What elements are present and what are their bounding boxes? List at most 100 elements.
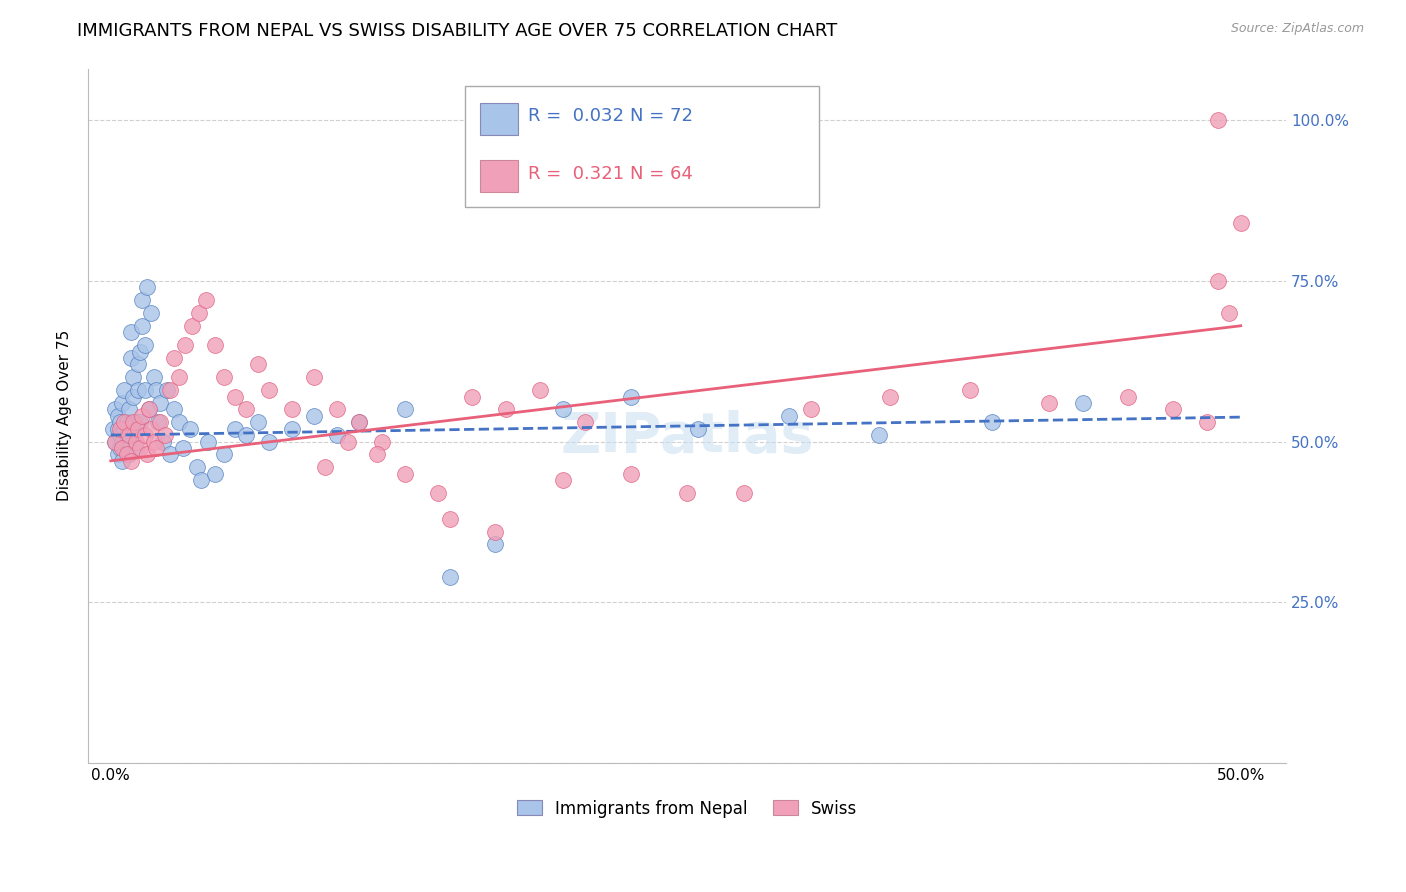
Point bbox=[112, 441, 135, 455]
Point bbox=[439, 512, 461, 526]
Point bbox=[778, 409, 800, 423]
Point bbox=[138, 402, 160, 417]
Point bbox=[107, 409, 129, 423]
Point bbox=[1229, 216, 1251, 230]
Point bbox=[104, 402, 127, 417]
Point bbox=[868, 428, 890, 442]
Point bbox=[127, 357, 149, 371]
Point bbox=[235, 402, 257, 417]
Point bbox=[159, 383, 181, 397]
Point bbox=[1161, 402, 1184, 417]
Point bbox=[235, 428, 257, 442]
Point bbox=[529, 383, 551, 397]
Point bbox=[131, 318, 153, 333]
Point bbox=[149, 415, 172, 429]
Point bbox=[163, 402, 186, 417]
Point bbox=[141, 422, 163, 436]
FancyBboxPatch shape bbox=[465, 86, 818, 208]
Point bbox=[204, 338, 226, 352]
Point bbox=[149, 396, 172, 410]
Point bbox=[212, 370, 235, 384]
Point bbox=[1218, 306, 1240, 320]
Point bbox=[135, 280, 157, 294]
Point bbox=[122, 370, 145, 384]
Y-axis label: Disability Age Over 75: Disability Age Over 75 bbox=[58, 330, 72, 501]
Point bbox=[115, 415, 138, 429]
Point bbox=[167, 415, 190, 429]
Point bbox=[156, 383, 179, 397]
Point bbox=[115, 428, 138, 442]
Point bbox=[194, 293, 217, 307]
Point bbox=[484, 537, 506, 551]
Point bbox=[122, 390, 145, 404]
Point bbox=[224, 422, 246, 436]
Point bbox=[1206, 112, 1229, 127]
Point bbox=[145, 441, 167, 455]
Point bbox=[257, 383, 280, 397]
Point bbox=[1206, 274, 1229, 288]
Point bbox=[115, 447, 138, 461]
Point bbox=[135, 447, 157, 461]
Point bbox=[152, 434, 174, 449]
Point bbox=[688, 422, 710, 436]
Text: R =  0.032: R = 0.032 bbox=[527, 107, 624, 126]
Point bbox=[187, 306, 209, 320]
FancyBboxPatch shape bbox=[479, 103, 519, 136]
Point bbox=[145, 383, 167, 397]
Point bbox=[197, 434, 219, 449]
Point bbox=[129, 344, 152, 359]
Point bbox=[551, 402, 574, 417]
Point bbox=[163, 351, 186, 365]
Point bbox=[246, 357, 269, 371]
Point bbox=[108, 441, 131, 455]
Point bbox=[879, 390, 901, 404]
Point bbox=[800, 402, 823, 417]
Point bbox=[326, 428, 349, 442]
Point bbox=[120, 454, 142, 468]
Point bbox=[108, 422, 131, 436]
Point bbox=[302, 370, 325, 384]
Point bbox=[326, 402, 349, 417]
Point bbox=[131, 409, 153, 423]
Point bbox=[1116, 390, 1139, 404]
Point bbox=[959, 383, 981, 397]
Point bbox=[394, 402, 416, 417]
Text: R =  0.321: R = 0.321 bbox=[527, 165, 624, 183]
Point bbox=[111, 441, 134, 455]
Point bbox=[167, 370, 190, 384]
Point bbox=[108, 415, 131, 429]
Point bbox=[104, 434, 127, 449]
Point bbox=[302, 409, 325, 423]
Point bbox=[108, 428, 131, 442]
Point bbox=[246, 415, 269, 429]
Point bbox=[159, 447, 181, 461]
Point bbox=[181, 318, 204, 333]
Point bbox=[111, 396, 134, 410]
Point bbox=[134, 383, 156, 397]
Point bbox=[111, 454, 134, 468]
Point bbox=[129, 415, 152, 429]
Text: N = 72: N = 72 bbox=[630, 107, 693, 126]
Point bbox=[127, 422, 149, 436]
Point bbox=[172, 441, 194, 455]
Point bbox=[120, 325, 142, 339]
Point bbox=[138, 402, 160, 417]
Point bbox=[153, 428, 176, 442]
Point bbox=[619, 390, 641, 404]
Point bbox=[981, 415, 1004, 429]
Text: N = 64: N = 64 bbox=[630, 165, 692, 183]
Point bbox=[427, 486, 450, 500]
Point bbox=[733, 486, 755, 500]
Point bbox=[551, 473, 574, 487]
Point bbox=[118, 402, 141, 417]
Point bbox=[574, 415, 596, 429]
Point bbox=[120, 351, 142, 365]
Point bbox=[118, 428, 141, 442]
Point bbox=[142, 434, 165, 449]
Point bbox=[676, 486, 699, 500]
Point bbox=[212, 447, 235, 461]
Point bbox=[111, 434, 134, 449]
Point bbox=[439, 569, 461, 583]
Point bbox=[366, 447, 388, 461]
Point bbox=[112, 415, 135, 429]
